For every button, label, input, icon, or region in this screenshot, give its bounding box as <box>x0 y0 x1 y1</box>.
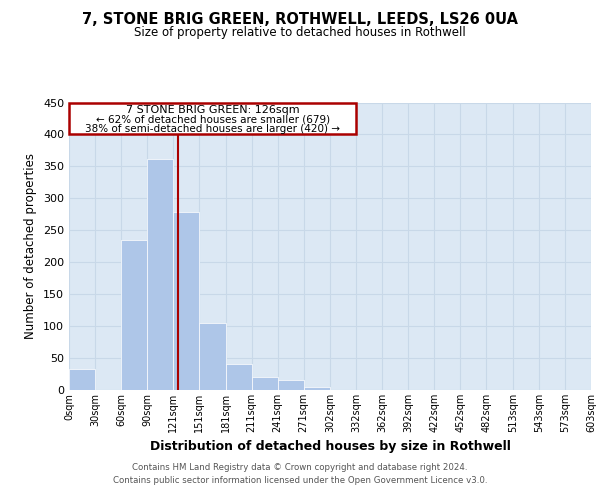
Bar <box>147 158 173 390</box>
Text: Contains public sector information licensed under the Open Government Licence v3: Contains public sector information licen… <box>113 476 487 485</box>
Bar <box>226 364 251 390</box>
Text: 7, STONE BRIG GREEN, ROTHWELL, LEEDS, LS26 0UA: 7, STONE BRIG GREEN, ROTHWELL, LEEDS, LS… <box>82 12 518 28</box>
Bar <box>278 380 304 390</box>
Bar <box>69 102 356 134</box>
Text: 7 STONE BRIG GREEN: 126sqm: 7 STONE BRIG GREEN: 126sqm <box>126 104 299 115</box>
Bar <box>251 377 278 390</box>
Y-axis label: Number of detached properties: Number of detached properties <box>25 153 37 340</box>
Text: 38% of semi-detached houses are larger (420) →: 38% of semi-detached houses are larger (… <box>85 124 340 134</box>
Text: Contains HM Land Registry data © Crown copyright and database right 2024.: Contains HM Land Registry data © Crown c… <box>132 464 468 472</box>
Text: Size of property relative to detached houses in Rothwell: Size of property relative to detached ho… <box>134 26 466 39</box>
X-axis label: Distribution of detached houses by size in Rothwell: Distribution of detached houses by size … <box>149 440 511 454</box>
Bar <box>304 387 331 390</box>
Bar <box>69 369 95 390</box>
Bar <box>173 212 199 390</box>
Text: ← 62% of detached houses are smaller (679): ← 62% of detached houses are smaller (67… <box>95 114 330 124</box>
Bar <box>199 323 226 390</box>
Bar <box>121 240 147 390</box>
